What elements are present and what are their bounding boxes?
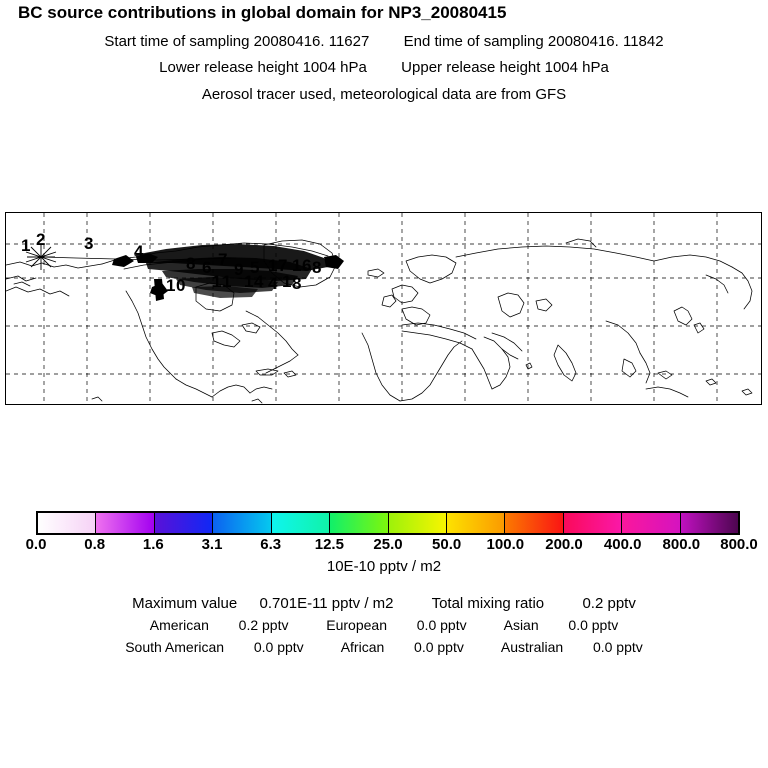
svg-text:9: 9 xyxy=(234,260,243,279)
svg-text:1: 1 xyxy=(21,236,30,255)
region-name-south-american: South American xyxy=(125,639,225,655)
colorbar-segment-10 xyxy=(622,513,681,533)
svg-text:1: 1 xyxy=(244,272,253,291)
colorbar-tick-last: 800.0 xyxy=(720,536,758,553)
region-row-2: South American 0.0 pptv African 0.0 pptv… xyxy=(0,639,768,655)
colorbar-tick-5: 12.5 xyxy=(314,536,344,553)
sampling-time-line: Start time of sampling 20080416. 11627 E… xyxy=(0,33,768,50)
end-time-label: End time of sampling xyxy=(403,33,544,50)
graticule-parallels xyxy=(6,243,761,375)
region-row-1: American 0.2 pptv European 0.0 pptv Asia… xyxy=(0,617,768,633)
colorbar-tick-0: 0.0 xyxy=(25,536,47,553)
svg-text:4: 4 xyxy=(268,274,278,293)
svg-text:7: 7 xyxy=(278,256,287,275)
upper-height-label: Upper release height xyxy=(401,59,541,76)
release-point-marker xyxy=(25,244,57,270)
svg-text:1: 1 xyxy=(268,256,277,275)
svg-text:3: 3 xyxy=(84,234,93,253)
svg-text:2: 2 xyxy=(36,230,45,249)
start-time-label: Start time of sampling xyxy=(104,33,250,50)
colorbar-tick-6: 25.0 xyxy=(373,536,403,553)
coastlines xyxy=(6,238,753,404)
graticule-meridians xyxy=(43,213,718,404)
total-mixing-ratio-label: Total mixing ratio xyxy=(431,595,545,612)
colorbar-tick-1: 0.8 xyxy=(84,536,106,553)
lower-height-label: Lower release height xyxy=(159,59,299,76)
colorbar-segment-0 xyxy=(38,513,97,533)
colorbar-segment-3 xyxy=(213,513,272,533)
world-map-panel: 1 7 1 6 8 1 1 1 4 4 1 8 1 0 9 5 6 8 7 xyxy=(5,212,762,405)
svg-text:8: 8 xyxy=(292,274,301,293)
colorbar-tick-9: 200.0 xyxy=(545,536,583,553)
colorbar-segment-2 xyxy=(154,513,214,533)
svg-text:1: 1 xyxy=(292,256,301,275)
lower-height-value: 1004 hPa xyxy=(302,59,367,76)
svg-text:1: 1 xyxy=(222,272,231,291)
colorbar-unit-label: 10E-10 pptv / m2 xyxy=(326,558,442,575)
svg-text:1: 1 xyxy=(282,272,291,291)
colorbar xyxy=(36,511,740,535)
plume-cluster xyxy=(112,244,344,301)
region-name-american: American xyxy=(149,617,209,633)
region-value-european: 0.0 pptv xyxy=(416,617,467,633)
region-name-australian: Australian xyxy=(500,639,564,655)
region-value-asian: 0.0 pptv xyxy=(568,617,619,633)
colorbar-tick-8: 100.0 xyxy=(486,536,525,553)
total-mixing-ratio-value: 0.2 pptv xyxy=(582,595,636,612)
region-value-african: 0.0 pptv xyxy=(414,639,464,655)
colorbar-tick-7: 50.0 xyxy=(432,536,462,553)
release-height-line: Lower release height 1004 hPa Upper rele… xyxy=(0,59,768,76)
colorbar-segment-5 xyxy=(330,513,389,533)
colorbar-tick-11: 800.0 xyxy=(662,536,701,553)
colorbar-tick-4: 6.3 xyxy=(260,536,282,553)
region-value-australian: 0.0 pptv xyxy=(592,639,643,655)
svg-text:1: 1 xyxy=(212,272,221,291)
colorbar-segment-11 xyxy=(680,513,739,533)
svg-text:5: 5 xyxy=(250,258,259,277)
svg-text:6: 6 xyxy=(202,258,211,277)
region-name-asian: Asian xyxy=(503,617,539,633)
region-value-south-american: 0.0 pptv xyxy=(253,639,304,655)
colorbar-segment-9 xyxy=(563,513,623,533)
svg-text:0: 0 xyxy=(176,276,185,295)
svg-text:4: 4 xyxy=(134,242,144,261)
svg-text:8: 8 xyxy=(312,258,321,277)
colorbar-segment-6 xyxy=(388,513,447,533)
colorbar-segment-8 xyxy=(505,513,564,533)
map-canvas: 1 7 1 6 8 1 1 1 4 4 1 8 1 0 9 5 6 8 7 xyxy=(6,213,761,404)
region-value-american: 0.2 pptv xyxy=(238,617,289,633)
tracer-info-line: Aerosol tracer used, meteorological data… xyxy=(201,86,567,103)
region-name-european: European xyxy=(326,617,387,633)
max-value-label: Maximum value xyxy=(132,595,238,612)
max-value-row: Maximum value 0.701E-11 pptv / m2 Total … xyxy=(0,595,768,612)
colorbar-segment-1 xyxy=(96,513,155,533)
colorbar-tick-3: 3.1 xyxy=(201,536,223,553)
svg-text:4: 4 xyxy=(254,272,264,291)
svg-text:7: 7 xyxy=(218,250,227,269)
svg-text:8: 8 xyxy=(186,254,195,273)
max-value: 0.701E-11 pptv / m2 xyxy=(259,595,394,612)
colorbar-tick-10: 400.0 xyxy=(603,536,642,553)
trajectory-step-labels: 1 2 3 4 xyxy=(21,230,144,261)
page-title: BC source contributions in global domain… xyxy=(18,3,507,22)
svg-text:1: 1 xyxy=(166,276,175,295)
end-time-value: 20080416. 11842 xyxy=(547,33,664,50)
start-time-value: 20080416. 11627 xyxy=(253,33,370,50)
region-name-african: African xyxy=(340,639,385,655)
colorbar-segment-7 xyxy=(446,513,506,533)
colorbar-segment-4 xyxy=(271,513,331,533)
svg-text:6: 6 xyxy=(302,256,311,275)
colorbar-tick-labels: 0.0 0.8 1.6 3.1 6.3 12.5 25.0 50.0 100.0 200.0 400… xyxy=(0,536,768,554)
colorbar-tick-2: 1.6 xyxy=(142,536,164,553)
upper-height-value: 1004 hPa xyxy=(544,59,609,76)
cluster-time-labels: 1 7 1 6 8 1 1 1 4 4 1 8 1 0 9 5 6 8 7 xyxy=(166,250,321,295)
